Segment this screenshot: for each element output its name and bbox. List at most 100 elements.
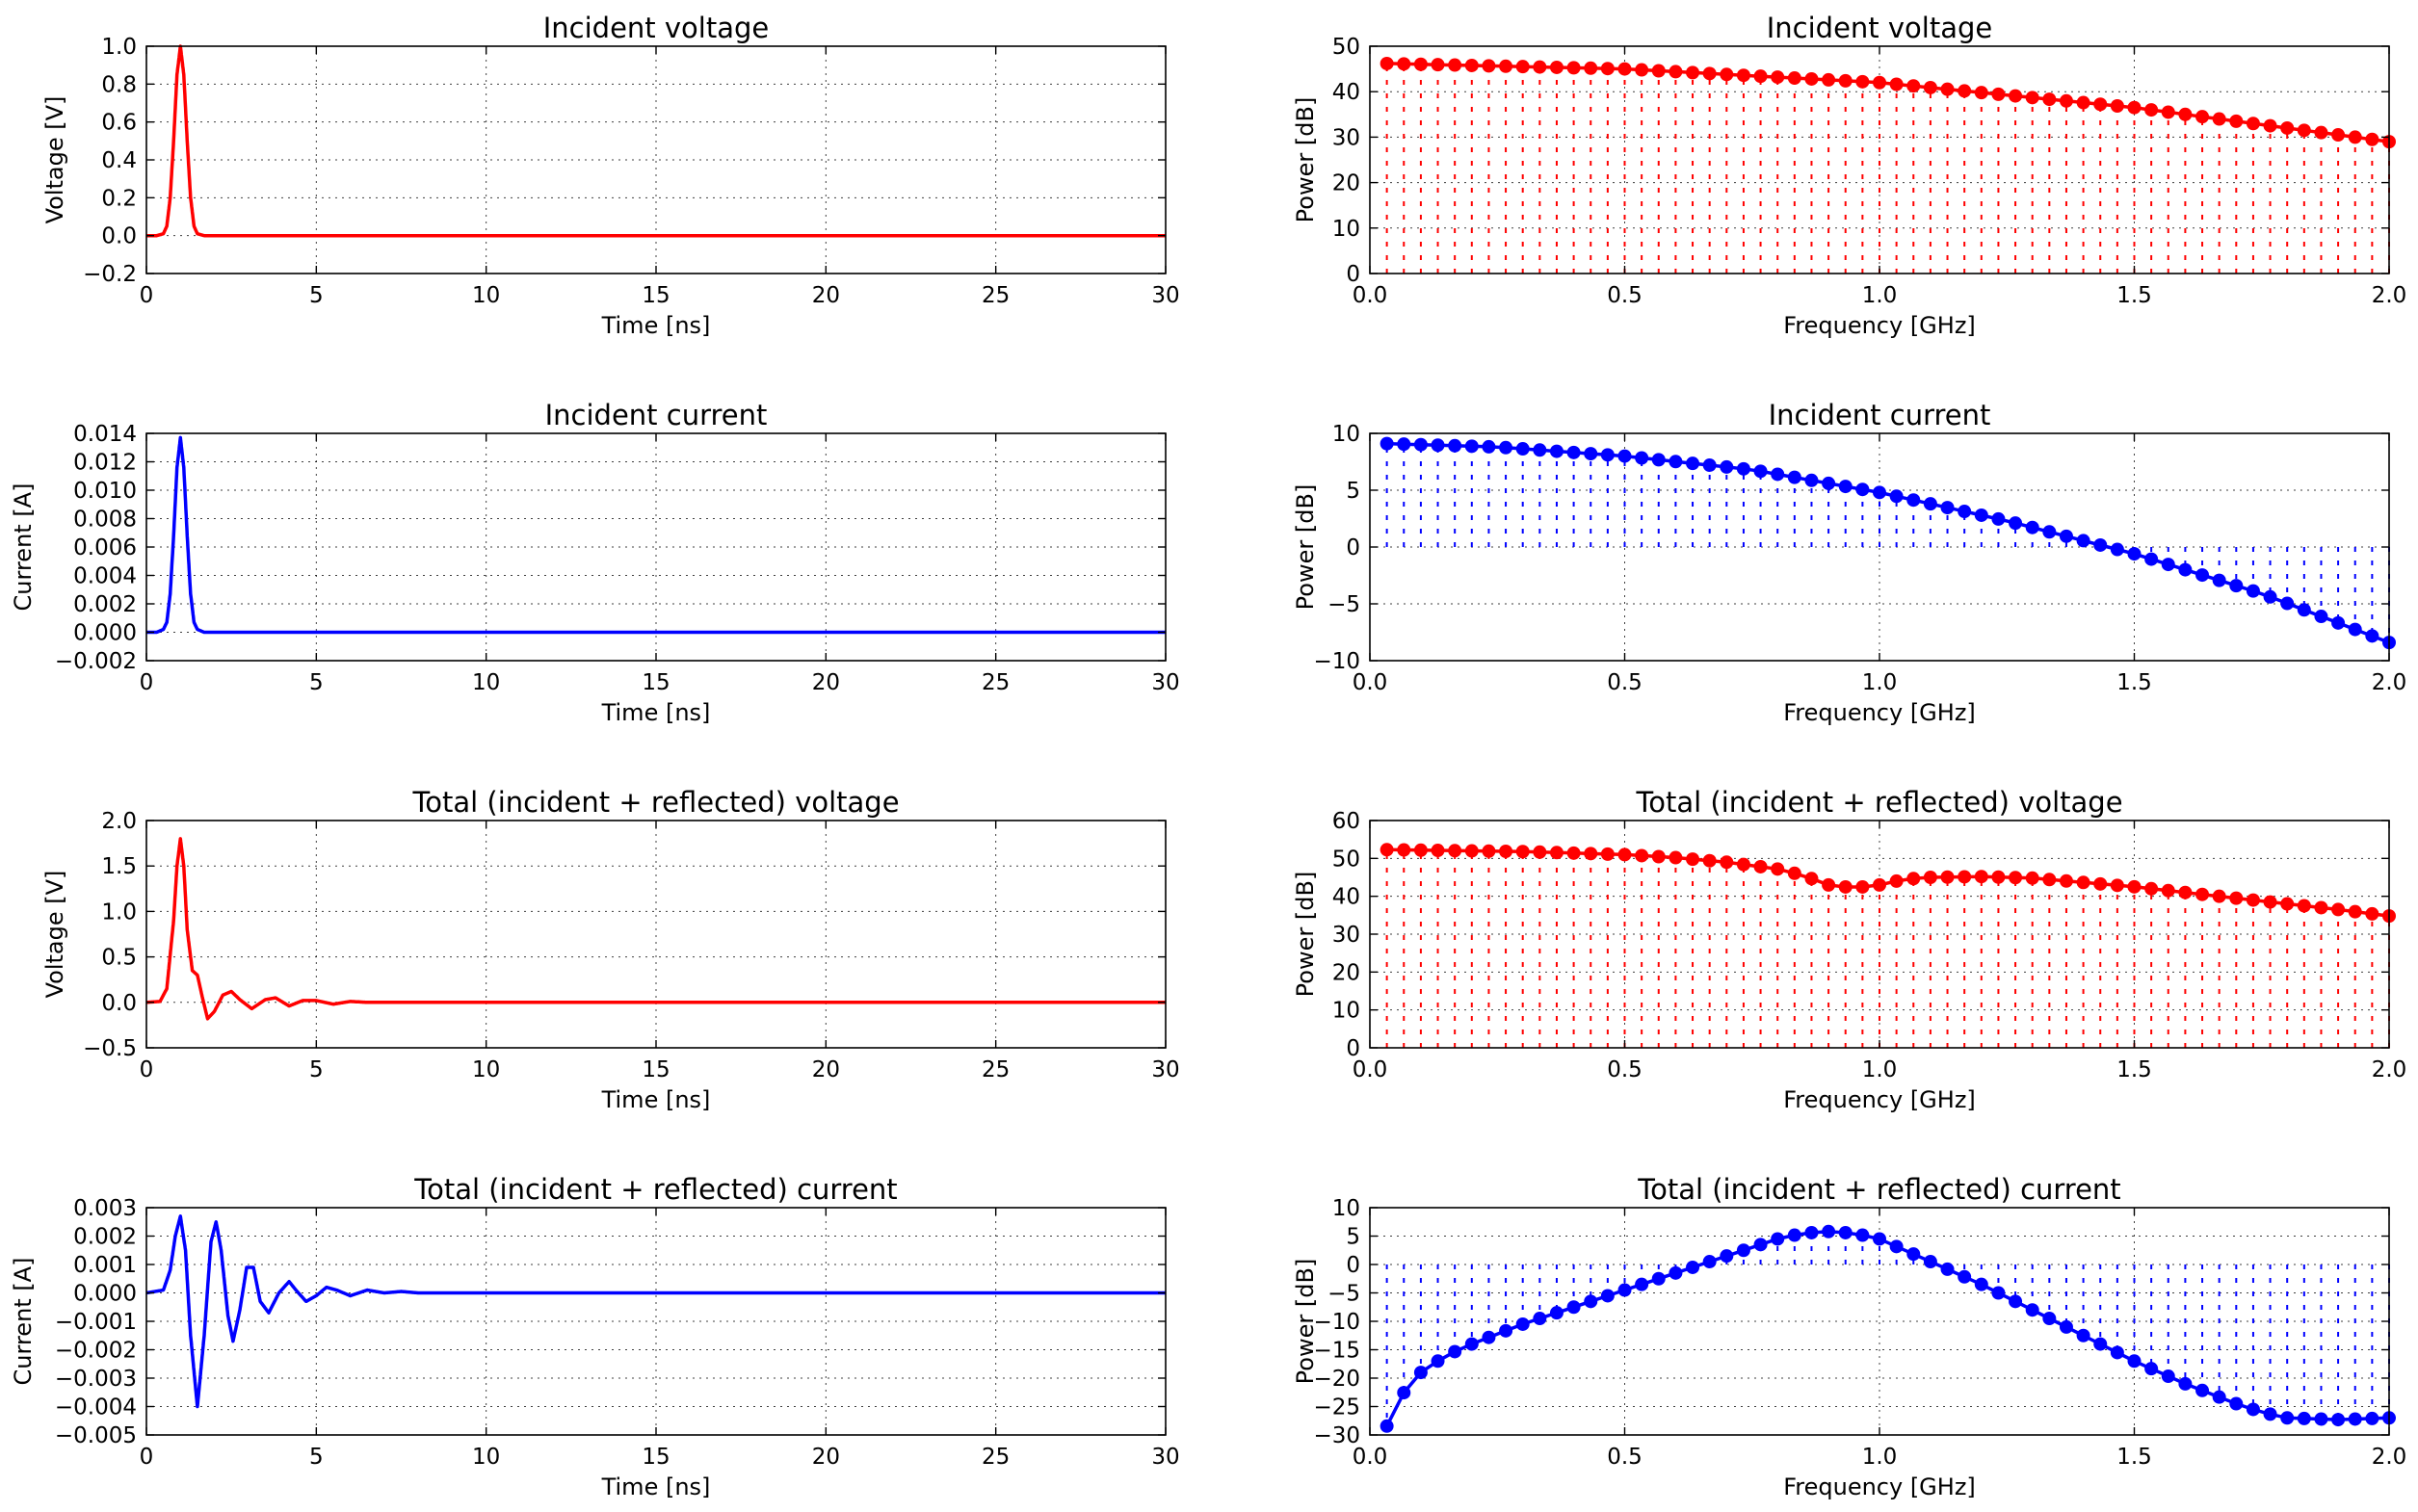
y-tick-label: −0.2: [83, 262, 137, 287]
data-point: [2195, 887, 2210, 901]
chart-title: Incident current: [1769, 399, 1991, 431]
data-point: [1617, 449, 1632, 463]
data-point: [1431, 58, 1445, 72]
data-point: [2025, 520, 2039, 534]
y-tick-label: 10: [1332, 999, 1360, 1024]
data-point: [2348, 1412, 2362, 1426]
data-point: [1397, 437, 1411, 452]
data-point: [2093, 876, 2108, 891]
data-point: [1651, 64, 1666, 78]
series-line: [1386, 441, 2390, 644]
x-tick-label: 5: [309, 283, 324, 308]
x-tick-label: 0: [140, 670, 154, 695]
x-tick-label: 1.5: [2116, 1445, 2152, 1470]
x-axis-label: Frequency [GHz]: [1783, 1473, 1976, 1500]
data-point: [2076, 1328, 2090, 1343]
x-axis-label: Frequency [GHz]: [1783, 312, 1976, 339]
data-point: [1499, 59, 1513, 73]
x-tick-label: 25: [982, 1445, 1010, 1470]
subplot-7: 0 5 10 15 20 25 30 −0.005−0.004 −0.003 −0.002 −0.0…: [10, 1173, 1180, 1500]
data-point: [2263, 118, 2277, 133]
x-tick-label: 2.0: [2372, 1057, 2407, 1082]
data-point: [1804, 473, 1819, 487]
data-point: [2280, 897, 2295, 911]
data-point: [2161, 558, 2175, 572]
data-point: [1431, 844, 1445, 858]
data-point: [1873, 1232, 1886, 1246]
series-line: [1386, 62, 2390, 143]
x-axis-label: Time [ns]: [601, 1473, 711, 1500]
x-tick-label: 1.0: [1862, 1057, 1898, 1082]
y-axis-label: Current [A]: [10, 483, 37, 612]
data-point: [2110, 542, 2124, 557]
data-point: [1889, 77, 1904, 91]
y-tick-label: −30: [1313, 1423, 1360, 1448]
y-tick-label: 0.001: [73, 1253, 137, 1278]
y-tick-label: 0.014: [73, 422, 137, 447]
x-tick-label: 30: [1151, 1445, 1179, 1470]
subplot-2: 0.0 0.5 1.0 1.5 2.0 0 10 20 30 40 50 Incident volta…: [1292, 12, 2406, 339]
x-tick-label: 0.0: [1353, 283, 1388, 308]
data-point: [1923, 80, 1937, 94]
data-point: [2246, 117, 2260, 131]
subplot-6: 0.0 0.5 1.0 1.5 2.0 0 10 20 30 40 50 60 Total (incid…: [1292, 786, 2406, 1113]
data-point: [1380, 843, 1394, 857]
data-point: [2195, 110, 2210, 124]
y-tick-label: 0: [1346, 1253, 1360, 1278]
data-point: [1702, 458, 1717, 473]
x-tick-label: 10: [472, 283, 500, 308]
data-point: [2331, 1413, 2346, 1427]
data-point: [2161, 883, 2175, 898]
data-point: [2042, 873, 2057, 887]
data-point: [2009, 516, 2023, 531]
data-point: [2144, 103, 2159, 117]
data-point: [1635, 848, 1649, 863]
data-point: [1566, 445, 1581, 459]
data-point: [2331, 615, 2346, 630]
y-tick-label: 0.2: [101, 186, 137, 211]
y-tick-label: 1.0: [101, 35, 137, 60]
data-point: [2127, 1354, 2142, 1369]
data-point: [1413, 57, 1428, 71]
y-tick-label: 40: [1332, 80, 1360, 105]
data-point: [1753, 859, 1768, 873]
data-point: [1702, 1255, 1717, 1269]
y-tick-label: 0.6: [101, 111, 137, 136]
data-point: [1566, 61, 1581, 75]
data-point: [1838, 879, 1853, 894]
data-point: [1940, 501, 1955, 515]
y-tick-label: 0.0: [101, 991, 137, 1016]
data-point: [1838, 1225, 1853, 1239]
chart-title: Total (incident + reflected) voltage: [1635, 786, 2122, 819]
data-point: [1566, 846, 1581, 860]
data-point: [2178, 1376, 2193, 1391]
data-point: [1838, 73, 1853, 88]
data-point: [1380, 436, 1394, 451]
data-point: [1771, 862, 1785, 876]
data-point: [2212, 573, 2226, 587]
data-point: [1397, 57, 1411, 71]
data-point: [1499, 440, 1513, 455]
data-point: [2059, 93, 2073, 108]
x-tick-label: 25: [982, 1057, 1010, 1082]
data-point: [1873, 877, 1886, 892]
y-axis-label: Power [dB]: [1292, 1259, 1319, 1385]
series-line: [145, 1214, 1168, 1409]
data-point: [1533, 845, 1547, 859]
data-point: [2025, 1303, 2039, 1317]
data-point: [1771, 467, 1785, 482]
series-line: [1385, 1230, 2390, 1427]
data-point: [1566, 1300, 1581, 1315]
y-tick-label: 0: [1346, 535, 1360, 560]
data-point: [2093, 1337, 2108, 1351]
x-tick-label: 0.0: [1353, 1445, 1388, 1470]
data-point: [1940, 1262, 1955, 1276]
data-point: [1855, 74, 1870, 89]
data-point: [1549, 60, 1564, 74]
data-point: [2178, 107, 2193, 121]
data-point: [1515, 442, 1530, 456]
data-point: [1720, 1249, 1734, 1264]
data-point: [1702, 66, 1717, 81]
data-point: [1584, 1294, 1598, 1309]
data-point: [2263, 589, 2277, 604]
